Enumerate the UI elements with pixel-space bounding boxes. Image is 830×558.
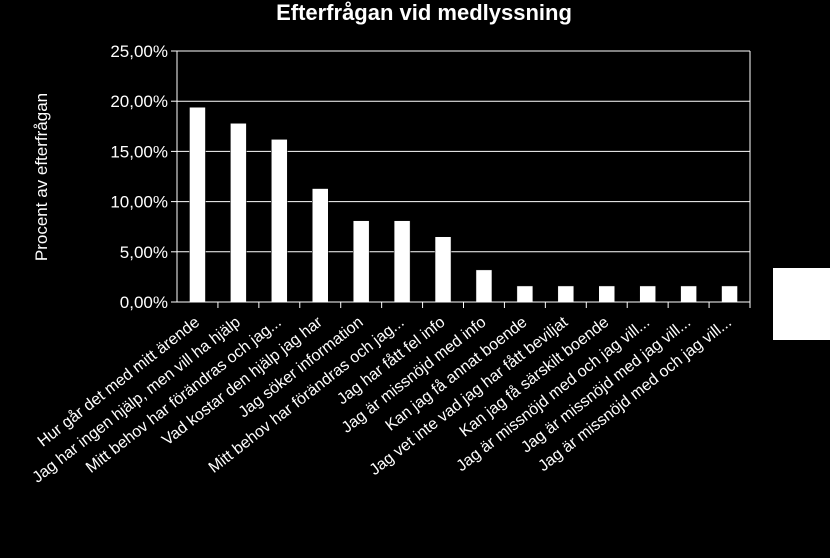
bar xyxy=(557,285,575,303)
bar xyxy=(352,220,370,303)
bar xyxy=(516,285,534,303)
bar xyxy=(393,220,411,303)
y-tick-label: 5,00% xyxy=(120,243,168,262)
y-tick-labels: 0,00% 5,00% 10,00% 15,00% 20,00% 25,00% xyxy=(110,42,168,312)
grid-lines xyxy=(171,50,750,303)
bar xyxy=(475,269,493,303)
y-tick-label: 10,00% xyxy=(110,193,168,212)
bar xyxy=(230,123,247,303)
bar xyxy=(721,285,738,303)
bars xyxy=(189,106,751,308)
legend-box xyxy=(773,268,830,340)
y-tick-label: 20,00% xyxy=(110,92,168,111)
y-tick-label: 25,00% xyxy=(110,42,168,61)
axes xyxy=(176,51,751,303)
y-axis-label: Procent av efterfrågan xyxy=(32,93,51,261)
y-tick-label: 15,00% xyxy=(110,142,168,161)
bar xyxy=(598,285,615,303)
bar xyxy=(312,188,329,303)
bar xyxy=(434,236,452,303)
chart-title: Efterfrågan vid medlyssning xyxy=(276,0,572,25)
bar xyxy=(680,285,697,303)
bar xyxy=(189,106,206,303)
bar xyxy=(639,285,656,303)
y-tick-label: 0,00% xyxy=(120,293,168,312)
bar xyxy=(271,139,288,303)
